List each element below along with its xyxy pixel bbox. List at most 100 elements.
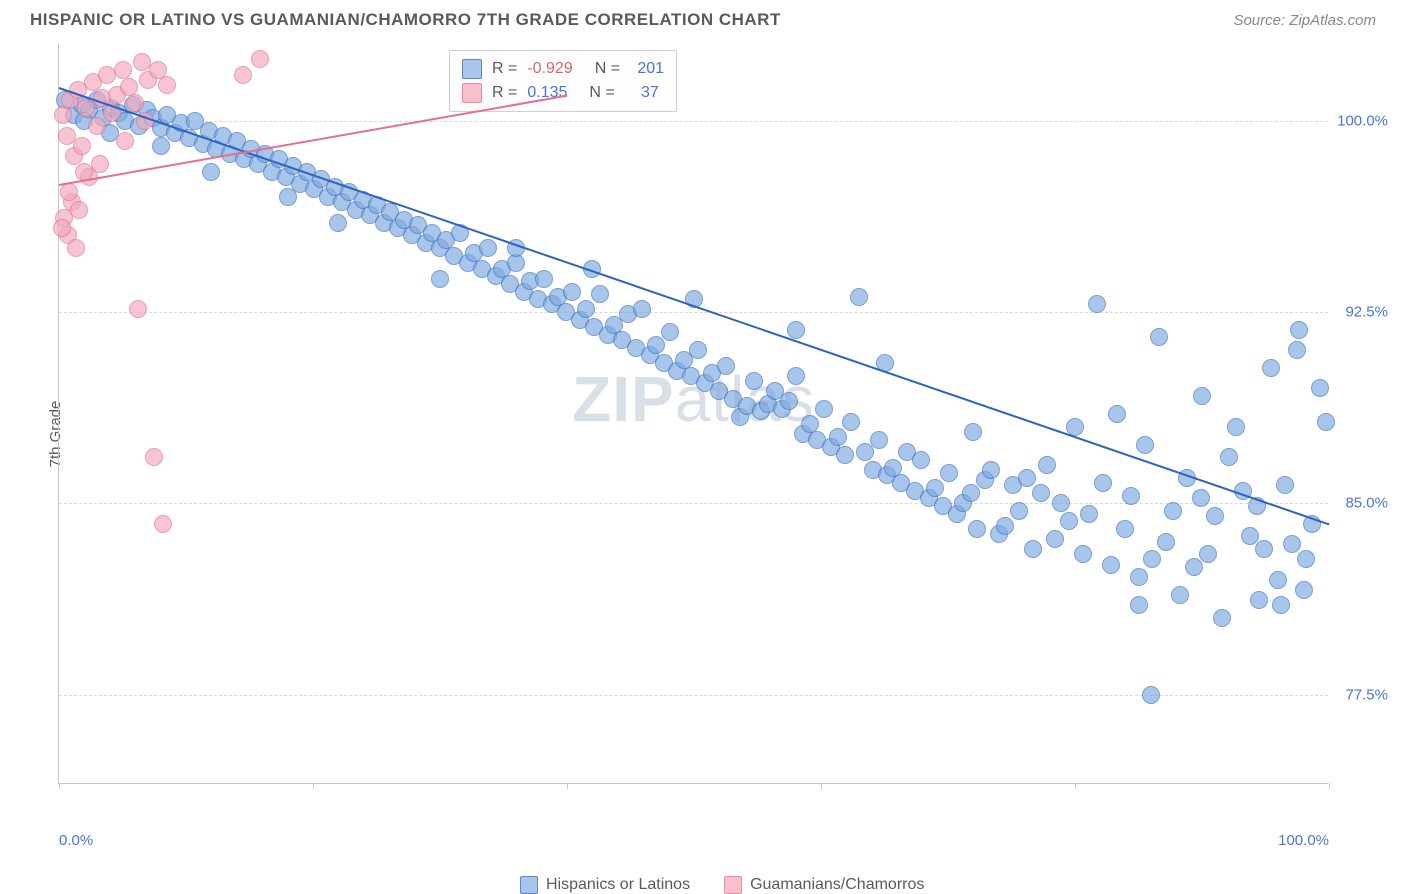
data-point xyxy=(329,214,347,232)
chart-container: 7th Grade ZIPatlas R = -0.929N = 201R = … xyxy=(50,44,1380,824)
data-point xyxy=(1102,556,1120,574)
legend-swatch xyxy=(724,876,742,894)
data-point xyxy=(1269,571,1287,589)
data-point xyxy=(88,117,106,135)
data-point xyxy=(1164,502,1182,520)
data-point xyxy=(647,336,665,354)
stat-r-label: R = xyxy=(492,81,517,105)
stat-n-label: N = xyxy=(595,57,620,81)
data-point xyxy=(717,357,735,375)
data-point xyxy=(962,484,980,502)
data-point xyxy=(661,323,679,341)
data-point xyxy=(836,446,854,464)
data-point xyxy=(1272,596,1290,614)
data-point xyxy=(591,285,609,303)
data-point xyxy=(116,132,134,150)
data-point xyxy=(1262,359,1280,377)
xtick xyxy=(313,783,314,789)
data-point xyxy=(996,517,1014,535)
data-point xyxy=(234,66,252,84)
data-point xyxy=(1220,448,1238,466)
legend-item: Guamanians/Chamorros xyxy=(724,876,924,894)
stats-legend-row: R = 0.135N = 37 xyxy=(462,81,664,105)
data-point xyxy=(1185,558,1203,576)
data-point xyxy=(1080,505,1098,523)
data-point xyxy=(1255,540,1273,558)
gridline xyxy=(59,503,1328,504)
data-point xyxy=(1250,591,1268,609)
data-point xyxy=(67,239,85,257)
xtick xyxy=(59,783,60,789)
gridline xyxy=(59,121,1328,122)
trend-line xyxy=(59,87,1330,525)
data-point xyxy=(1295,581,1313,599)
data-point xyxy=(114,61,132,79)
data-point xyxy=(53,219,71,237)
xtick-label: 100.0% xyxy=(1278,832,1329,849)
data-point xyxy=(912,451,930,469)
data-point xyxy=(1283,535,1301,553)
data-point xyxy=(1157,533,1175,551)
data-point xyxy=(1094,474,1112,492)
data-point xyxy=(1227,418,1245,436)
data-point xyxy=(1052,494,1070,512)
data-point xyxy=(1276,476,1294,494)
data-point xyxy=(787,321,805,339)
data-point xyxy=(145,448,163,466)
data-point xyxy=(940,464,958,482)
data-point xyxy=(968,520,986,538)
data-point xyxy=(1122,487,1140,505)
ytick-label: 77.5% xyxy=(1345,686,1388,703)
stats-legend: R = -0.929 N = 201R = 0.135N = 37 xyxy=(449,50,677,112)
data-point xyxy=(479,239,497,257)
data-point xyxy=(129,300,147,318)
stat-r-value: -0.929 xyxy=(527,57,572,81)
data-point xyxy=(1171,586,1189,604)
data-point xyxy=(870,431,888,449)
legend-label: Guamanians/Chamorros xyxy=(750,876,924,894)
ytick-label: 92.5% xyxy=(1345,303,1388,320)
data-point xyxy=(1317,413,1335,431)
ytick-label: 85.0% xyxy=(1345,495,1388,512)
data-point xyxy=(1024,540,1042,558)
data-point xyxy=(1143,550,1161,568)
data-point xyxy=(982,461,1000,479)
stats-legend-row: R = -0.929N = 201 xyxy=(462,57,664,81)
data-point xyxy=(154,515,172,533)
data-point xyxy=(70,201,88,219)
data-point xyxy=(1311,379,1329,397)
data-point xyxy=(1206,507,1224,525)
stat-n-value: 201 xyxy=(630,57,664,81)
data-point xyxy=(842,413,860,431)
data-point xyxy=(1018,469,1036,487)
data-point xyxy=(633,300,651,318)
xtick xyxy=(821,783,822,789)
data-point xyxy=(431,270,449,288)
data-point xyxy=(1142,686,1160,704)
xtick xyxy=(567,783,568,789)
data-point xyxy=(202,163,220,181)
data-point xyxy=(1038,456,1056,474)
data-point xyxy=(91,155,109,173)
data-point xyxy=(60,183,78,201)
data-point xyxy=(829,428,847,446)
data-point xyxy=(1213,609,1231,627)
data-point xyxy=(1088,295,1106,313)
data-point xyxy=(1290,321,1308,339)
data-point xyxy=(1288,341,1306,359)
data-point xyxy=(964,423,982,441)
data-point xyxy=(251,50,269,68)
data-point xyxy=(1192,489,1210,507)
ytick-label: 100.0% xyxy=(1337,112,1388,129)
data-point xyxy=(1010,502,1028,520)
data-point xyxy=(1046,530,1064,548)
data-point xyxy=(1150,328,1168,346)
chart-title: HISPANIC OR LATINO VS GUAMANIAN/CHAMORRO… xyxy=(30,10,781,30)
data-point xyxy=(133,53,151,71)
data-point xyxy=(1130,568,1148,586)
data-point xyxy=(856,443,874,461)
legend-swatch xyxy=(462,83,482,103)
data-point xyxy=(1297,550,1315,568)
data-point xyxy=(73,137,91,155)
stat-n-value: 37 xyxy=(625,81,659,105)
